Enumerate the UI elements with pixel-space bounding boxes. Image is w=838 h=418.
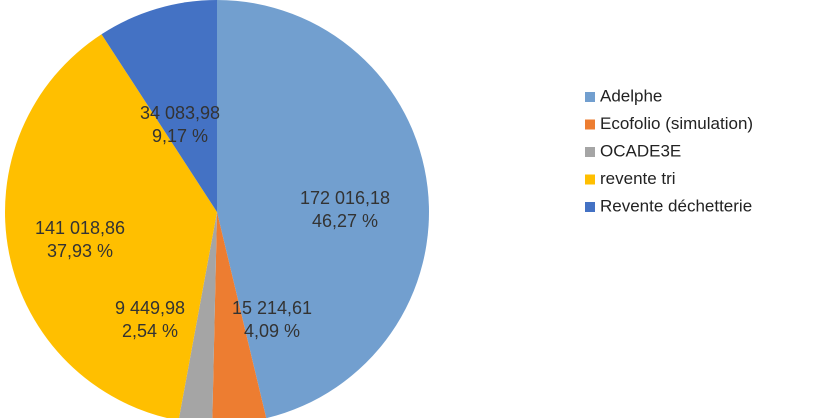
legend-swatch — [585, 147, 595, 157]
percent-label: 37,93 % — [47, 241, 113, 261]
percent-label: 4,09 % — [244, 321, 300, 341]
percent-label: 9,17 % — [152, 126, 208, 146]
legend-swatch — [585, 202, 595, 212]
legend-label: OCADE3E — [600, 141, 681, 160]
pie-slice — [5, 34, 217, 418]
value-label: 141 018,86 — [35, 218, 125, 238]
pie-slice — [217, 0, 429, 418]
value-label: 15 214,61 — [232, 298, 312, 318]
value-label: 172 016,18 — [300, 188, 390, 208]
percent-label: 2,54 % — [122, 321, 178, 341]
pie-slice — [212, 212, 267, 418]
pie-slice — [179, 212, 217, 418]
legend-label: revente tri — [600, 169, 676, 188]
percent-label: 46,27 % — [312, 211, 378, 231]
legend-swatch — [585, 174, 595, 185]
legend-label: Adelphe — [600, 86, 662, 105]
legend-swatch — [585, 92, 595, 102]
value-label: 9 449,98 — [115, 298, 185, 318]
pie-slice — [101, 0, 217, 212]
legend-label: Ecofolio (simulation) — [600, 114, 753, 133]
legend-swatch — [585, 119, 595, 130]
legend-label: Revente déchetterie — [600, 196, 752, 215]
value-label: 34 083,98 — [140, 103, 220, 123]
